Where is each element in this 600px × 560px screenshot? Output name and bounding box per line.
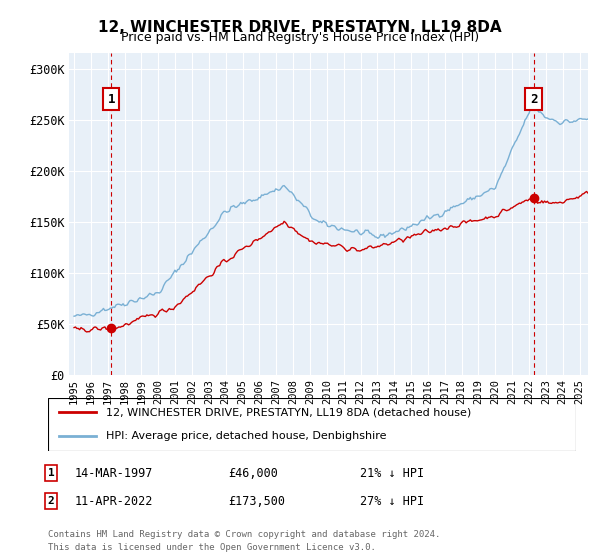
Text: £46,000: £46,000 (228, 466, 278, 480)
Text: Price paid vs. HM Land Registry's House Price Index (HPI): Price paid vs. HM Land Registry's House … (121, 31, 479, 44)
Text: 12, WINCHESTER DRIVE, PRESTATYN, LL19 8DA: 12, WINCHESTER DRIVE, PRESTATYN, LL19 8D… (98, 20, 502, 35)
Text: 2: 2 (47, 496, 55, 506)
Text: 27% ↓ HPI: 27% ↓ HPI (360, 494, 424, 508)
Text: 2: 2 (530, 93, 538, 106)
Text: Contains HM Land Registry data © Crown copyright and database right 2024.
This d: Contains HM Land Registry data © Crown c… (48, 530, 440, 552)
Text: 21% ↓ HPI: 21% ↓ HPI (360, 466, 424, 480)
Text: HPI: Average price, detached house, Denbighshire: HPI: Average price, detached house, Denb… (106, 431, 386, 441)
Text: 14-MAR-1997: 14-MAR-1997 (75, 466, 154, 480)
Text: £173,500: £173,500 (228, 494, 285, 508)
Text: 1: 1 (107, 93, 115, 106)
Text: 11-APR-2022: 11-APR-2022 (75, 494, 154, 508)
Text: 1: 1 (47, 468, 55, 478)
Text: 12, WINCHESTER DRIVE, PRESTATYN, LL19 8DA (detached house): 12, WINCHESTER DRIVE, PRESTATYN, LL19 8D… (106, 408, 472, 418)
